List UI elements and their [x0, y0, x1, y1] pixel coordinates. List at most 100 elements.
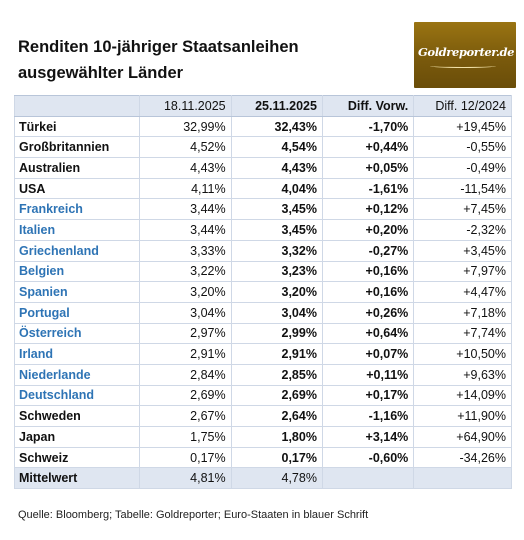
table-title: Renditen 10-jähriger Staatsanleihen ausg… [18, 34, 378, 86]
diff-week-cell: +0,16% [321, 281, 415, 303]
header-date-1: 18.11.2025 [139, 95, 232, 117]
table-row: Italien 3,44% 3,45% +0,20% -2,32% [13, 219, 512, 241]
diff-ytd-cell: +19,45% [413, 115, 512, 138]
yield-date-1-cell: 3,20% [139, 281, 232, 303]
yield-date-2-cell: 4,43% [230, 157, 323, 179]
diff-ytd-cell: +7,18% [413, 301, 512, 324]
table-row: Türkei 32,99% 32,43% -1,70% +19,45% [13, 115, 512, 138]
diff-ytd-cell: -34,26% [413, 446, 512, 469]
country-cell: Schweiz [13, 446, 141, 469]
yield-date-1-cell: 32,99% [139, 115, 232, 138]
yield-date-1-cell: 4,11% [139, 177, 232, 200]
source-note: Quelle: Bloomberg; Tabelle: Goldreporter… [18, 509, 369, 521]
yields-table: 18.11.2025 25.11.2025 Diff. Vorw. Diff. … [13, 95, 512, 490]
table-row: Australien 4,43% 4,43% +0,05% -0,49% [13, 157, 512, 179]
diff-ytd-cell: +14,09% [413, 384, 512, 407]
table-row: Belgien 3,22% 3,23% +0,16% +7,97% [13, 260, 512, 283]
diff-week-cell: +0,26% [321, 301, 415, 324]
yield-date-1-cell: 4,52% [139, 136, 232, 159]
table-row: Japan 1,75% 1,80% +3,14% +64,90% [13, 426, 512, 448]
diff-ytd-cell: -2,32% [413, 219, 512, 241]
average-empty-cell [321, 467, 415, 490]
average-date-1-cell: 4,81% [139, 467, 232, 490]
country-cell: Belgien [13, 260, 141, 283]
table-row: Schweden 2,67% 2,64% -1,16% +11,90% [13, 405, 512, 427]
yield-date-1-cell: 3,44% [139, 198, 232, 221]
diff-ytd-cell: -0,55% [413, 136, 512, 159]
average-label-cell: Mittelwert [13, 467, 141, 490]
diff-week-cell: +3,14% [321, 426, 415, 448]
country-cell: Australien [13, 157, 141, 179]
yield-date-2-cell: 3,04% [230, 301, 323, 324]
diff-week-cell: +0,20% [321, 219, 415, 241]
diff-ytd-cell: -11,54% [413, 177, 512, 200]
country-cell: Irland [13, 343, 141, 365]
diff-week-cell: +0,05% [321, 157, 415, 179]
country-cell: Deutschland [13, 384, 141, 407]
yield-date-2-cell: 2,85% [230, 363, 323, 386]
diff-week-cell: +0,12% [321, 198, 415, 221]
diff-ytd-cell: +11,90% [413, 405, 512, 427]
logo-text: Goldreporter.de [418, 45, 515, 59]
header-country [13, 95, 141, 117]
yield-date-1-cell: 2,67% [139, 405, 232, 427]
diff-ytd-cell: +10,50% [413, 343, 512, 365]
table-body: Türkei 32,99% 32,43% -1,70% +19,45% Großbrita… [13, 115, 512, 490]
header-date-2: 25.11.2025 [230, 95, 323, 117]
diff-week-cell: +0,07% [321, 343, 415, 365]
yield-date-2-cell: 3,23% [230, 260, 323, 283]
table-row: Niederlande 2,84% 2,85% +0,11% +9,63% [13, 363, 512, 386]
diff-ytd-cell: +3,45% [413, 239, 512, 262]
average-empty-cell [413, 467, 512, 490]
title-line-1: Renditen 10-jähriger Staatsanleihen [18, 38, 299, 56]
diff-week-cell: -0,60% [321, 446, 415, 469]
yield-date-2-cell: 3,45% [230, 219, 323, 241]
diff-week-cell: -1,16% [321, 405, 415, 427]
yield-date-1-cell: 2,69% [139, 384, 232, 407]
yield-date-1-cell: 2,84% [139, 363, 232, 386]
country-cell: Niederlande [13, 363, 141, 386]
diff-ytd-cell: +7,45% [413, 198, 512, 221]
table-row: Deutschland 2,69% 2,69% +0,17% +14,09% [13, 384, 512, 407]
country-cell: Österreich [13, 322, 141, 345]
country-cell: Großbritannien [13, 136, 141, 159]
yield-date-1-cell: 3,22% [139, 260, 232, 283]
diff-ytd-cell: +7,74% [413, 322, 512, 345]
country-cell: Türkei [13, 115, 141, 138]
country-cell: Spanien [13, 281, 141, 303]
header-diff-week: Diff. Vorw. [321, 95, 415, 117]
diff-ytd-cell: +7,97% [413, 260, 512, 283]
yield-date-2-cell: 32,43% [230, 115, 323, 138]
table-row: Griechenland 3,33% 3,32% -0,27% +3,45% [13, 239, 512, 262]
yield-date-1-cell: 3,33% [139, 239, 232, 262]
yield-date-2-cell: 4,04% [230, 177, 323, 200]
diff-ytd-cell: +9,63% [413, 363, 512, 386]
average-row: Mittelwert 4,81% 4,78% [13, 467, 512, 490]
yield-date-1-cell: 1,75% [139, 426, 232, 448]
header-row: 18.11.2025 25.11.2025 Diff. Vorw. Diff. … [13, 95, 512, 117]
table-row: USA 4,11% 4,04% -1,61% -11,54% [13, 177, 512, 200]
table-row: Frankreich 3,44% 3,45% +0,12% +7,45% [13, 198, 512, 221]
yield-date-2-cell: 2,91% [230, 343, 323, 365]
yield-date-2-cell: 3,32% [230, 239, 323, 262]
yield-date-2-cell: 2,69% [230, 384, 323, 407]
goldreporter-logo: Goldreporter.de [414, 22, 516, 88]
yield-date-2-cell: 0,17% [230, 446, 323, 469]
diff-week-cell: +0,16% [321, 260, 415, 283]
header-diff-ytd: Diff. 12/2024 [413, 95, 512, 117]
table-row: Österreich 2,97% 2,99% +0,64% +7,74% [13, 322, 512, 345]
table-row: Großbritannien 4,52% 4,54% +0,44% -0,55% [13, 136, 512, 159]
diff-ytd-cell: +4,47% [413, 281, 512, 303]
table-row: Irland 2,91% 2,91% +0,07% +10,50% [13, 343, 512, 365]
yield-date-2-cell: 2,64% [230, 405, 323, 427]
country-cell: Griechenland [13, 239, 141, 262]
diff-ytd-cell: -0,49% [413, 157, 512, 179]
yield-date-1-cell: 4,43% [139, 157, 232, 179]
country-cell: Italien [13, 219, 141, 241]
diff-ytd-cell: +64,90% [413, 426, 512, 448]
yield-date-2-cell: 3,45% [230, 198, 323, 221]
diff-week-cell: +0,44% [321, 136, 415, 159]
yield-date-1-cell: 3,04% [139, 301, 232, 324]
table-row: Schweiz 0,17% 0,17% -0,60% -34,26% [13, 446, 512, 469]
diff-week-cell: -0,27% [321, 239, 415, 262]
